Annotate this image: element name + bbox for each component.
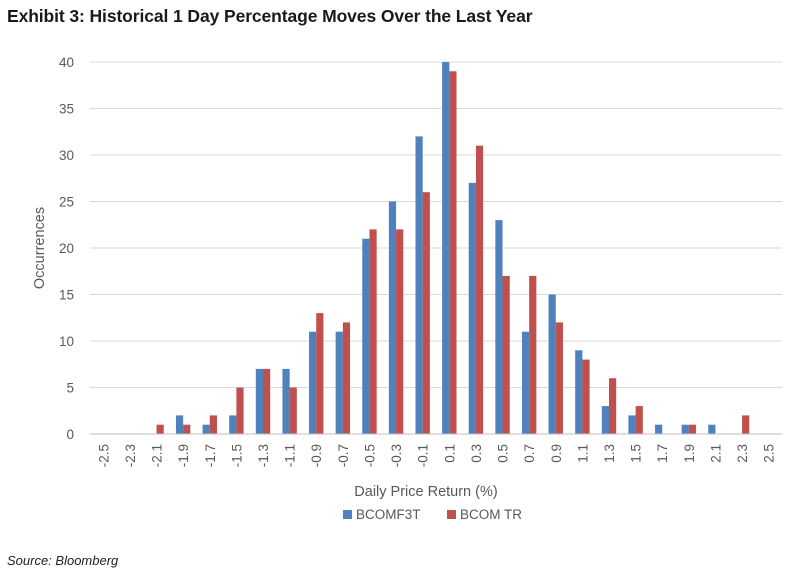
bar-bcomf3t	[202, 424, 210, 434]
bar-bcomf3t	[229, 415, 237, 434]
bar-bcomf3t	[468, 182, 476, 434]
bar-bcomf3t	[681, 424, 689, 434]
y-tick-label: 25	[59, 195, 74, 210]
source-note: Source: Bloomberg	[7, 553, 119, 568]
x-tick-label: -0.5	[362, 444, 377, 467]
x-tick-label: 0.3	[469, 444, 484, 463]
gridlines	[90, 61, 782, 388]
bar-bcom-tr	[396, 229, 404, 434]
bar-bcomf3t	[175, 415, 184, 434]
y-tick-label: 30	[59, 148, 74, 163]
x-tick-label: 1.1	[575, 444, 590, 463]
bar-bcom-tr	[635, 406, 643, 434]
bar-bcomf3t	[601, 406, 609, 434]
bar-bcom-tr	[236, 387, 244, 434]
x-tick-label: 2.3	[735, 444, 750, 463]
x-tick-label: 1.3	[602, 444, 617, 463]
chart-title: Exhibit 3: Historical 1 Day Percentage M…	[7, 6, 533, 26]
bar-bcom-tr	[582, 359, 590, 434]
bar-bcom-tr	[209, 415, 217, 434]
x-tick-label: 0.5	[496, 444, 511, 463]
bar-bcom-tr	[502, 275, 510, 434]
legend-swatch	[343, 510, 352, 519]
x-tick-label: -0.1	[416, 444, 431, 467]
x-tick-label: 1.7	[655, 444, 670, 463]
bar-bcomf3t	[282, 368, 290, 434]
bar-bcomf3t	[575, 350, 583, 434]
bar-bcomf3t	[362, 238, 370, 434]
bar-bcomf3t	[335, 331, 343, 434]
bar-bcom-tr	[529, 275, 537, 434]
bar-bcomf3t	[415, 136, 423, 434]
x-tick-label: -0.9	[309, 444, 324, 467]
bar-bcomf3t	[628, 415, 636, 434]
bar-bcomf3t	[548, 294, 556, 434]
x-tick-label: -0.7	[336, 444, 351, 467]
y-tick-label: 15	[59, 288, 74, 303]
x-tick-label: -2.3	[123, 444, 138, 467]
bar-bcomf3t	[442, 62, 450, 434]
bar-bcom-tr	[183, 424, 191, 434]
bar-bcom-tr	[263, 368, 271, 434]
bar-bcomf3t	[655, 424, 663, 434]
y-tick-label: 40	[59, 55, 74, 70]
x-tick-label: -1.5	[229, 444, 244, 467]
bar-bcom-tr	[369, 229, 377, 434]
bar-bcom-tr	[156, 424, 164, 434]
x-tick-label: 2.5	[762, 444, 777, 463]
x-tick-label: -1.1	[283, 444, 298, 467]
bar-bcom-tr	[342, 322, 351, 434]
legend-label: BCOM TR	[460, 507, 522, 522]
bar-bcom-tr	[316, 313, 324, 434]
y-tick-label: 35	[59, 102, 74, 117]
bar-bcomf3t	[708, 424, 716, 434]
bar-bcom-tr	[475, 145, 484, 434]
bar-bcom-tr	[742, 415, 750, 434]
x-tick-label: 1.9	[682, 444, 697, 463]
bar-bcomf3t	[309, 331, 317, 434]
x-tick-label: -1.3	[256, 444, 271, 467]
bar-bcomf3t	[521, 331, 530, 434]
bar-bcom-tr	[289, 387, 297, 434]
bar-bcom-tr	[449, 71, 457, 435]
x-tick-label: 0.7	[522, 444, 537, 463]
x-tick-label: 2.1	[708, 444, 723, 463]
x-tick-label: 0.9	[549, 444, 564, 463]
bar-bcom-tr	[609, 378, 617, 434]
y-tick-label: 5	[66, 381, 74, 396]
x-tick-label: -0.3	[389, 444, 404, 467]
y-tick-label: 0	[66, 427, 74, 442]
bar-bcom-tr	[422, 192, 430, 434]
y-tick-labels: 0 5 10 15 20 25 30 35 40	[59, 55, 74, 442]
bar-bcomf3t	[255, 368, 263, 434]
y-tick-label: 10	[59, 334, 74, 349]
legend-label: BCOMF3T	[356, 507, 421, 522]
x-tick-label: -1.9	[176, 444, 191, 467]
y-tick-label: 20	[59, 241, 74, 256]
x-axis-label: Daily Price Return (%)	[354, 484, 497, 500]
bar-bcom-tr	[688, 424, 697, 434]
y-axis-label: Occurrences	[32, 207, 48, 289]
bar-bcomf3t	[495, 220, 503, 434]
x-tick-labels: -2.5 -2.3 -2.1 -1.9 -1.7 -1.5 -1.3 -1.1 -0.9 -0.7…	[96, 444, 776, 467]
x-tick-label: 1.5	[629, 444, 644, 463]
legend: BCOMF3T BCOM TR	[343, 507, 522, 522]
x-tick-label: -1.7	[203, 444, 218, 467]
bar-bcom-tr	[555, 322, 563, 434]
bar-bcomf3t	[388, 201, 397, 434]
x-tick-label: -2.1	[150, 444, 165, 467]
bars	[156, 62, 750, 435]
x-tick-label: -2.5	[96, 444, 111, 467]
legend-swatch	[447, 510, 456, 519]
x-tick-label: 0.1	[442, 444, 457, 463]
